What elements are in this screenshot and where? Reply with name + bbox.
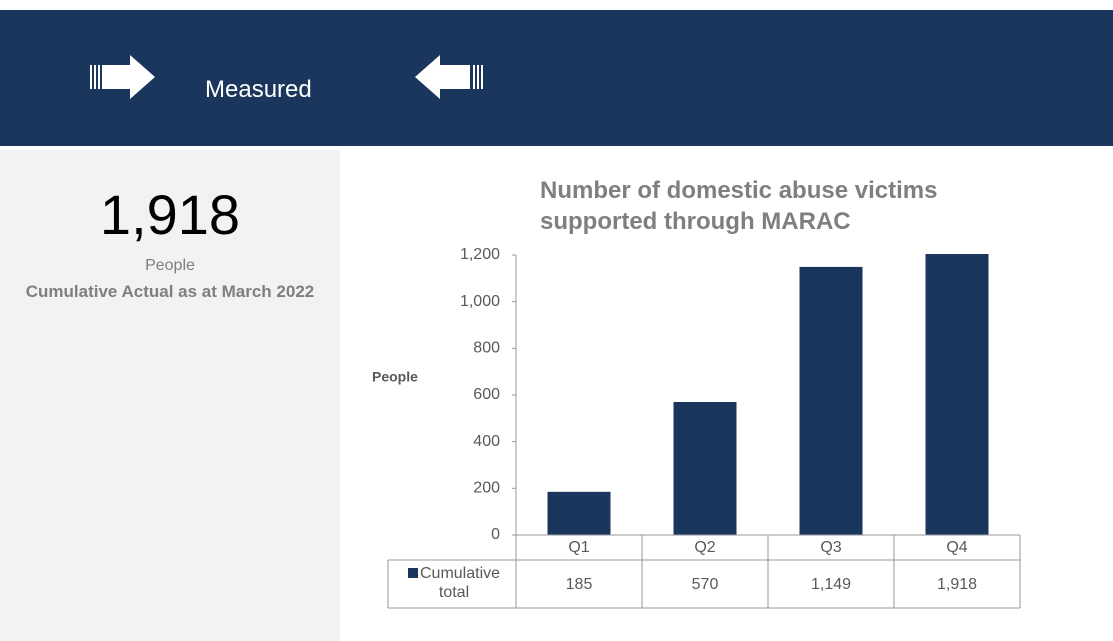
header-icons (90, 55, 483, 99)
table-value: 1,149 (811, 576, 851, 593)
header: Measured (0, 10, 1113, 146)
table-value: 570 (692, 576, 719, 593)
y-tick-label: 1,000 (460, 293, 500, 310)
x-tick-label: Q4 (946, 539, 967, 556)
y-tick-label: 400 (473, 433, 500, 450)
x-tick-label: Q2 (694, 539, 715, 556)
y-tick-label: 800 (473, 340, 500, 357)
y-tick-label: 600 (473, 386, 500, 403)
plot-area (547, 254, 989, 535)
kpi-value: 1,918 (99, 183, 241, 246)
table-value: 185 (566, 576, 593, 593)
legend-label: Cumulative total (419, 565, 501, 602)
arrow-right-icon (90, 55, 155, 99)
x-tick-label: Q1 (568, 539, 589, 556)
y-tick-label: 200 (473, 480, 500, 497)
kpi-caption: Cumulative Actual as at March 2022 (25, 282, 315, 301)
y-tick-label: 0 (491, 526, 500, 543)
bar (547, 491, 611, 535)
kpi-panel: 1,918 People Cumulative Actual as at Mar… (0, 150, 340, 641)
arrow-left-icon (415, 55, 483, 99)
table-value: 1,918 (937, 576, 977, 593)
y-axis-label: People (372, 369, 418, 385)
header-title: Measured (205, 76, 312, 103)
bar (925, 254, 989, 535)
y-tick-label: 1,200 (460, 246, 500, 263)
x-tick-label: Q3 (820, 539, 841, 556)
kpi-unit: People (145, 257, 195, 274)
legend-entry: Cumulative total (392, 564, 516, 602)
bar (799, 266, 863, 535)
bar (673, 402, 737, 535)
legend-swatch (407, 568, 418, 578)
chart-title: Number of domestic abuse victims support… (540, 177, 938, 236)
